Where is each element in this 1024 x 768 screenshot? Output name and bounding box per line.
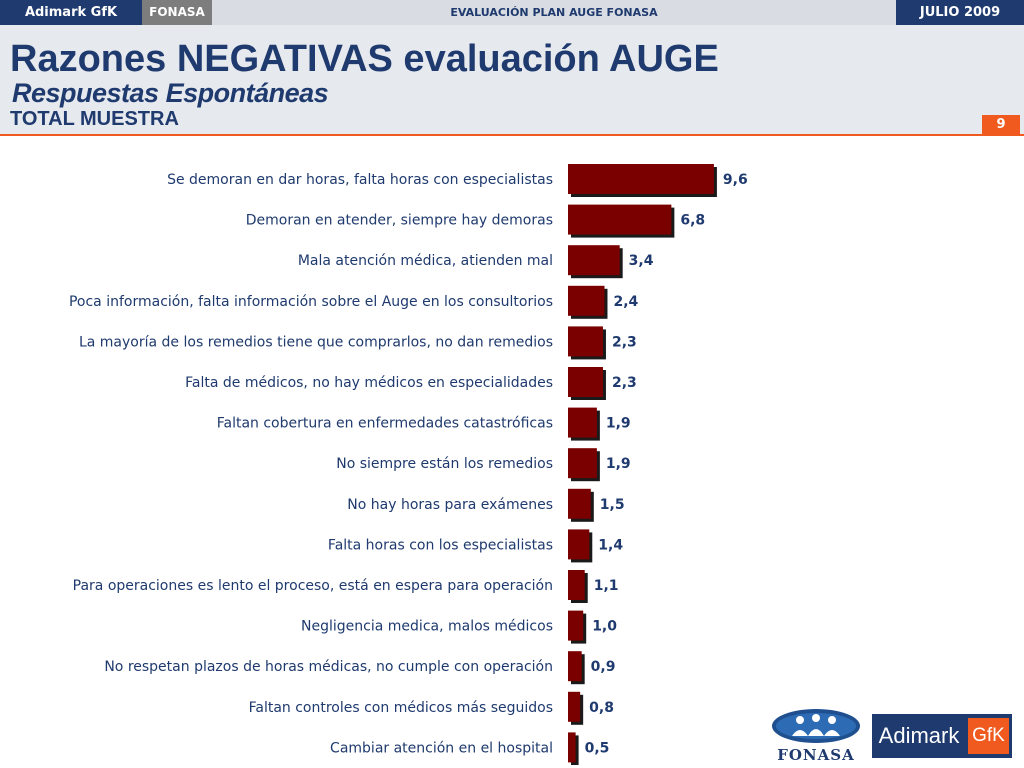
bar bbox=[568, 732, 576, 763]
category-label: No hay horas para exámenes bbox=[347, 497, 553, 513]
bar bbox=[568, 691, 581, 722]
category-label: Se demoran en dar horas, falta horas con… bbox=[167, 172, 553, 188]
value-label: 2,3 bbox=[612, 375, 637, 391]
fonasa-logo-text: FONASA bbox=[777, 746, 855, 764]
value-label: 9,6 bbox=[723, 172, 748, 188]
category-label: Negligencia medica, malos médicos bbox=[301, 619, 553, 635]
sample-label: TOTAL MUESTRA bbox=[10, 108, 179, 130]
top-bar: Adimark GfK FONASA EVALUACIÓN PLAN AUGE … bbox=[0, 0, 1024, 25]
category-label: Para operaciones es lento el proceso, es… bbox=[73, 578, 553, 594]
bar bbox=[568, 204, 672, 235]
category-label: Cambiar atención en el hospital bbox=[330, 740, 553, 756]
value-label: 2,4 bbox=[613, 294, 638, 310]
adimark-logo-text: Adimark bbox=[878, 723, 960, 748]
fonasa-logo: FONASA bbox=[768, 706, 864, 764]
bar bbox=[568, 164, 714, 194]
category-label: Poca información, falta información sobr… bbox=[69, 294, 553, 310]
category-label: La mayoría de los remedios tiene que com… bbox=[79, 334, 553, 350]
category-label: Demoran en atender, siempre hay demoras bbox=[246, 213, 553, 229]
value-label: 0,9 bbox=[591, 659, 616, 675]
gfk-logo-text: GfK bbox=[968, 718, 1009, 754]
category-label: Faltan cobertura en enfermedades catastr… bbox=[217, 416, 553, 432]
value-label: 0,8 bbox=[589, 700, 614, 716]
value-label: 2,3 bbox=[612, 334, 637, 350]
value-label: 1,0 bbox=[592, 619, 617, 635]
bar bbox=[568, 570, 585, 600]
bar bbox=[568, 326, 603, 357]
value-label: 0,5 bbox=[585, 740, 610, 756]
bar bbox=[568, 407, 597, 438]
bar bbox=[568, 610, 584, 641]
bar bbox=[568, 529, 590, 560]
client-label: FONASA bbox=[142, 0, 212, 25]
value-label: 1,4 bbox=[598, 537, 623, 553]
report-date: JULIO 2009 bbox=[896, 0, 1024, 25]
report-title: EVALUACIÓN PLAN AUGE FONASA bbox=[450, 6, 658, 19]
value-label: 1,5 bbox=[600, 497, 625, 513]
page-number: 9 bbox=[982, 115, 1020, 135]
category-label: No siempre están los remedios bbox=[336, 456, 553, 472]
category-label: Falta de médicos, no hay médicos en espe… bbox=[185, 375, 553, 391]
brand-label: Adimark GfK bbox=[0, 0, 142, 25]
category-label: No respetan plazos de horas médicas, no … bbox=[104, 659, 553, 675]
value-label: 1,9 bbox=[606, 416, 631, 432]
adimark-gfk-logo: Adimark GfK bbox=[872, 714, 1012, 758]
header-divider bbox=[0, 134, 1024, 136]
slide-header: Razones NEGATIVAS evaluación AUGE Respue… bbox=[0, 25, 1024, 134]
value-label: 6,8 bbox=[680, 213, 705, 229]
value-label: 1,9 bbox=[606, 456, 631, 472]
bar bbox=[568, 651, 582, 682]
bar bbox=[568, 367, 603, 397]
fonasa-emblem-icon bbox=[772, 709, 860, 743]
bar bbox=[568, 285, 605, 316]
category-label: Falta horas con los especialistas bbox=[328, 537, 553, 553]
slide-subtitle: Respuestas Espontáneas bbox=[12, 78, 329, 108]
bar bbox=[568, 245, 620, 276]
slide-title: Razones NEGATIVAS evaluación AUGE bbox=[10, 38, 719, 80]
category-label: Mala atención médica, atienden mal bbox=[298, 253, 553, 269]
value-label: 3,4 bbox=[629, 253, 654, 269]
bar bbox=[568, 488, 591, 519]
value-label: 1,1 bbox=[594, 578, 619, 594]
bar bbox=[568, 448, 597, 479]
bar-chart: Se demoran en dar horas, falta horas con… bbox=[69, 164, 748, 765]
category-label: Faltan controles con médicos más seguido… bbox=[249, 700, 553, 716]
